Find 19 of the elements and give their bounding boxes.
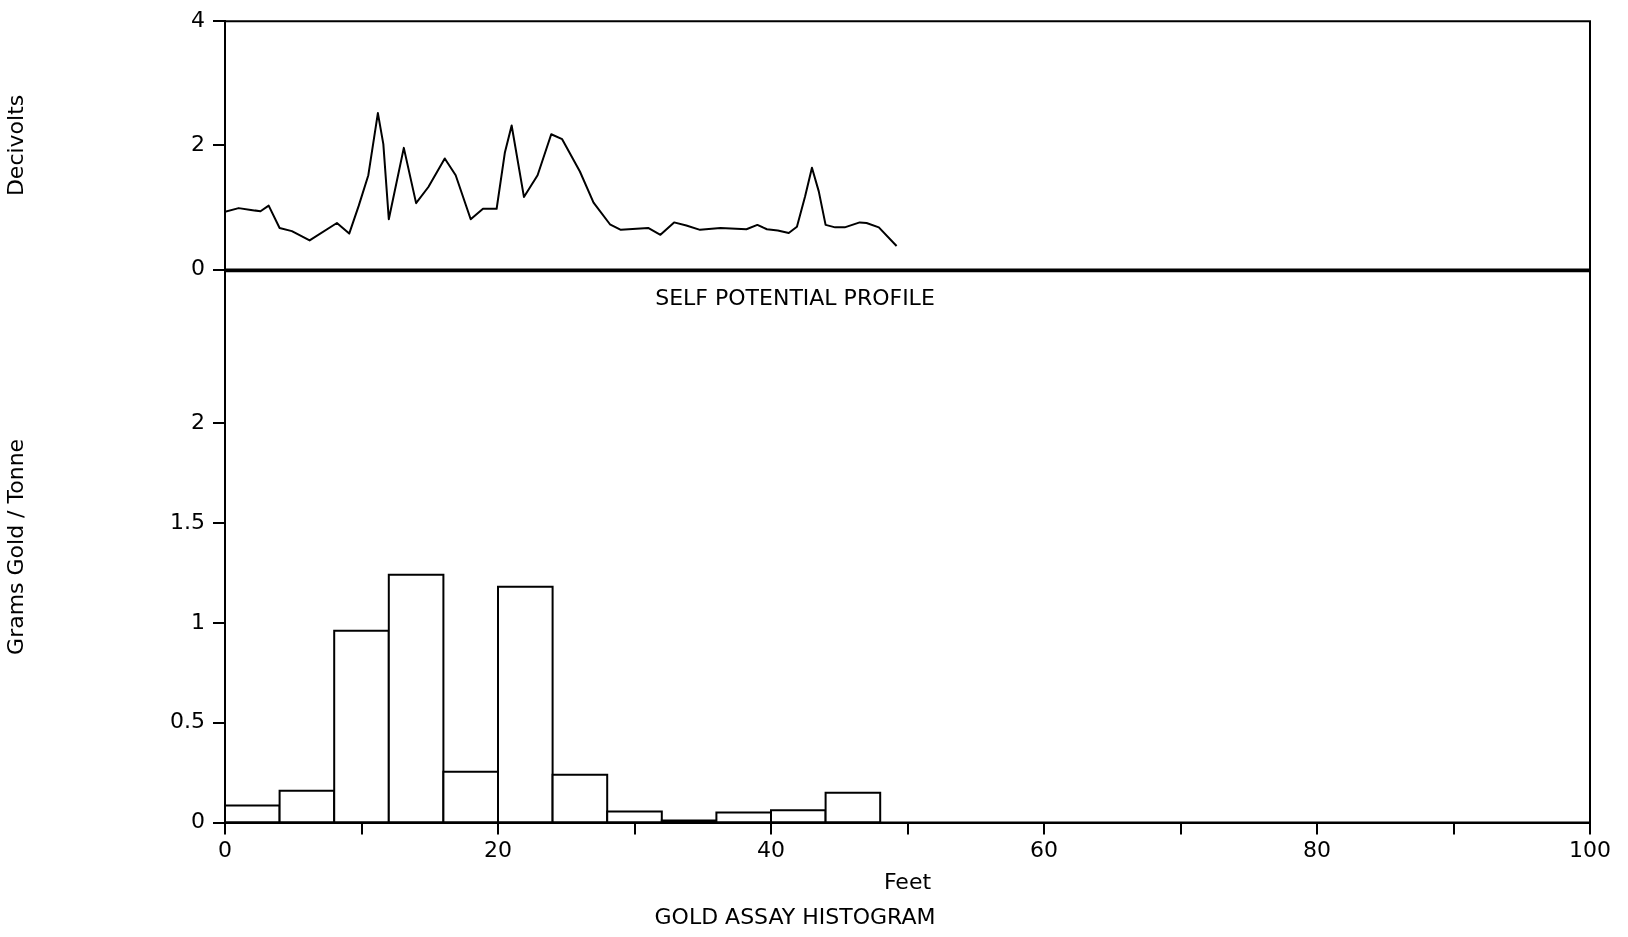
text: SELF POTENTIAL PROFILE — [655, 284, 935, 310]
y-axis-title: Grams Gold / Tonne — [2, 438, 28, 655]
x-tick-label: 80 — [1303, 836, 1331, 862]
y-tick-label: 0 — [191, 255, 205, 281]
y-tick-label: 2 — [191, 131, 205, 157]
y-tick-label: 1 — [191, 608, 205, 634]
y-tick-label: 4 — [191, 6, 205, 32]
x-tick-label: 40 — [757, 836, 785, 862]
text: GOLD ASSAY HISTOGRAM — [654, 903, 936, 929]
x-tick-label: 0 — [218, 836, 232, 862]
x-tick-label: 20 — [484, 836, 512, 862]
x-axis-title: Feet — [883, 869, 932, 895]
y-tick-label: 0 — [191, 808, 205, 834]
x-tick-label: 60 — [1030, 836, 1058, 862]
y-tick-label: 0.5 — [170, 708, 205, 734]
y-tick-label: 1.5 — [170, 508, 205, 534]
x-tick-label: 100 — [1569, 836, 1611, 862]
y-tick-label: 2 — [191, 408, 205, 434]
y-axis-title: Decivolts — [2, 94, 28, 197]
